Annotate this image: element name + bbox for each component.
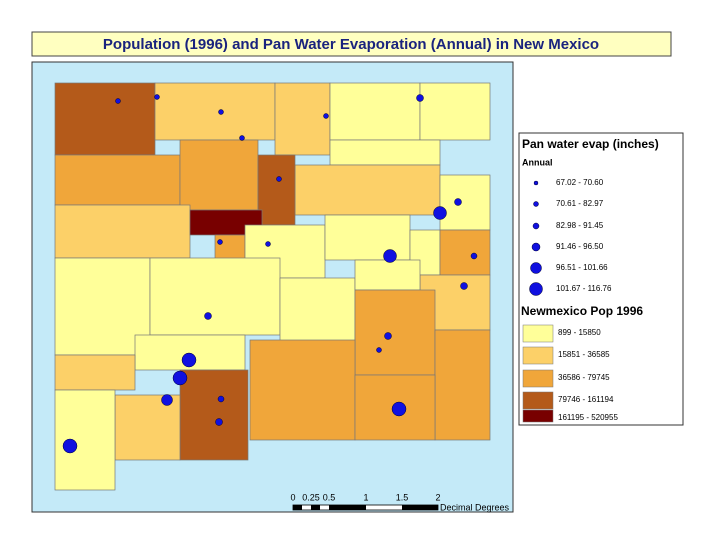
legend-label: 67.02 - 70.60 bbox=[556, 178, 604, 187]
station-dot bbox=[154, 94, 160, 100]
county bbox=[439, 229, 491, 276]
legend-label: 161195 - 520955 bbox=[558, 413, 618, 422]
station-dot bbox=[376, 347, 382, 353]
legend-title: Newmexico Pop 1996 bbox=[521, 304, 643, 318]
county bbox=[54, 204, 191, 259]
station-dot bbox=[215, 418, 223, 426]
station-dot bbox=[383, 249, 397, 263]
county bbox=[54, 82, 156, 156]
scale-label: 0.5 bbox=[323, 492, 336, 502]
station-dot bbox=[161, 394, 173, 406]
legend-symbol bbox=[533, 201, 539, 207]
scale-bar bbox=[292, 504, 439, 511]
county bbox=[179, 139, 259, 211]
station-dot bbox=[384, 332, 392, 340]
county bbox=[294, 164, 441, 216]
legend-label: 15851 - 36585 bbox=[558, 350, 610, 359]
scale-label: 1.5 bbox=[396, 492, 409, 502]
station-dot bbox=[323, 113, 329, 119]
legend-swatch bbox=[522, 324, 554, 343]
title: Population (1996) and Pan Water Evaporat… bbox=[103, 36, 599, 53]
legend-swatch bbox=[522, 409, 554, 423]
station-dot bbox=[470, 252, 478, 260]
legend-symbol bbox=[529, 282, 543, 296]
legend-label: 70.61 - 82.97 bbox=[556, 199, 604, 208]
station-dot bbox=[460, 282, 468, 290]
county bbox=[354, 289, 436, 376]
county bbox=[439, 174, 491, 231]
legend-swatch bbox=[522, 369, 554, 388]
title-box bbox=[31, 31, 672, 57]
station-dot bbox=[204, 312, 212, 320]
evap-stations bbox=[62, 94, 478, 454]
station-dot bbox=[217, 239, 223, 245]
legend-label: 79746 - 161194 bbox=[558, 395, 614, 404]
station-dot bbox=[115, 98, 121, 104]
county bbox=[54, 257, 151, 356]
county bbox=[274, 82, 331, 156]
station-dot bbox=[391, 401, 407, 417]
station-dot bbox=[433, 206, 447, 220]
legend-symbol bbox=[530, 262, 542, 274]
legend-swatch bbox=[522, 346, 554, 365]
county bbox=[179, 369, 249, 461]
station-dot bbox=[265, 241, 271, 247]
county bbox=[329, 82, 421, 141]
legend-symbol bbox=[531, 242, 541, 252]
legend-swatch bbox=[522, 391, 554, 410]
county bbox=[249, 339, 356, 441]
legend-label: 36586 - 79745 bbox=[558, 373, 610, 382]
county bbox=[257, 154, 296, 226]
station-dot bbox=[62, 438, 78, 454]
legend-title: Pan water evap (inches) bbox=[522, 137, 659, 151]
station-dot bbox=[276, 176, 282, 182]
legend-label: 899 - 15850 bbox=[558, 328, 601, 337]
legend-label: 82.98 - 91.45 bbox=[556, 221, 604, 230]
scale-label: 0 bbox=[290, 492, 295, 502]
scale-unit: Decimal Degrees bbox=[440, 502, 510, 512]
county bbox=[354, 259, 421, 291]
station-dot bbox=[454, 198, 462, 206]
station-dot bbox=[239, 135, 245, 141]
counties bbox=[54, 82, 491, 491]
legend-symbol bbox=[532, 222, 540, 230]
county bbox=[154, 82, 276, 141]
county bbox=[54, 354, 136, 391]
station-dot bbox=[217, 395, 225, 403]
scale-label: 1 bbox=[363, 492, 368, 502]
county bbox=[114, 394, 181, 461]
county bbox=[419, 82, 491, 141]
legend-symbol bbox=[533, 180, 539, 186]
scale-label: 0.25 bbox=[302, 492, 320, 502]
county bbox=[329, 139, 441, 166]
station-dot bbox=[181, 352, 197, 368]
station-dot bbox=[218, 109, 224, 115]
station-dot bbox=[416, 94, 424, 102]
scale-label: 2 bbox=[435, 492, 440, 502]
county bbox=[324, 214, 411, 261]
legend-label: 101.67 - 116.76 bbox=[556, 284, 612, 293]
legend-label: 91.46 - 96.50 bbox=[556, 242, 604, 251]
station-dot bbox=[172, 370, 188, 386]
county bbox=[434, 329, 491, 441]
legend-label: 96.51 - 101.66 bbox=[556, 263, 608, 272]
county bbox=[149, 257, 281, 336]
legend-subtitle: Annual bbox=[522, 157, 553, 167]
county bbox=[54, 154, 181, 206]
county bbox=[54, 389, 116, 491]
